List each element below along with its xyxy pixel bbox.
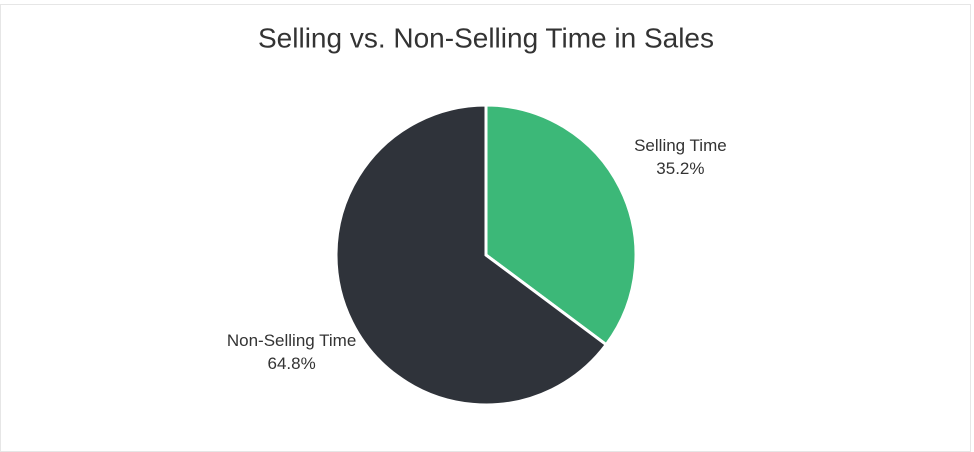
pie-slice xyxy=(484,103,638,347)
slice-value-label: 64.8% xyxy=(267,354,315,373)
slice-label: Selling Time xyxy=(634,136,727,155)
slice-value-label: 35.2% xyxy=(656,159,704,178)
slice-label: Non-Selling Time xyxy=(227,331,356,350)
chart-title: Selling vs. Non-Selling Time in Sales xyxy=(258,22,714,53)
pie-slice xyxy=(334,103,609,407)
